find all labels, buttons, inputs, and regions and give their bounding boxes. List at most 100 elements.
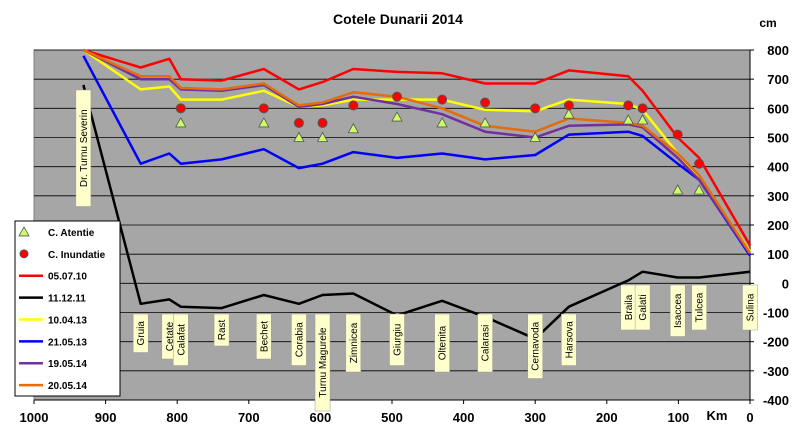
x-tick-label: 600 [310,410,332,425]
atentie-point [175,117,187,128]
legend-item: 11.12.11 [19,294,86,305]
legend-label: 05.07.10 [48,272,87,283]
legend-item: 20.05.14 [19,381,87,392]
inundatie-point [637,103,648,114]
y-axis-label: cm [759,16,776,30]
y-tick-label: 700 [767,72,789,87]
atentie-point [693,184,705,195]
station-label: Braila [620,284,637,331]
station-label-text: Isaccea [673,293,684,328]
atentie-point [563,108,575,119]
station-label-box [477,313,493,373]
legend-circle-icon [19,249,29,259]
inundatie-point [563,100,574,111]
x-tick-label: 100 [668,410,690,425]
legend-label: 20.05.14 [48,381,87,392]
station-label: Zimnicea [345,313,362,373]
station-label: Dr. Turnu Severin [75,89,92,207]
station-label: Corabia [291,313,307,366]
inundatie-point [437,94,448,105]
x-tick-label: 500 [381,410,403,425]
x-tick-label: 400 [453,410,475,425]
station-label: Gruia [132,313,149,353]
station-label: Galati [634,284,651,331]
atentie-point [622,114,634,125]
x-tick-label: 300 [524,410,546,425]
x-tick-label: 900 [95,410,117,425]
y-tick-label: 800 [767,43,789,58]
station-label: Sulina [742,284,758,331]
station-label-box [691,284,707,331]
legend-item: 10.04.13 [19,315,87,326]
station-label-text: Turnu Magurele [318,327,329,398]
atentie-point [436,117,448,128]
station-label-box [213,313,230,347]
chart-title: Cotele Dunarii 2014 [333,11,463,27]
station-label: Bechet [256,313,272,360]
station-label-box [173,313,189,366]
atentie-point [316,131,329,142]
station-label-text: Dr. Turnu Severin [79,109,90,187]
station-label-box [314,313,331,412]
station-label: Calarasi [477,313,493,373]
x-tick-label: 0 [746,410,753,425]
atentie-point [672,184,684,195]
station-label-text: Corabia [294,322,305,357]
atentie-point [391,111,403,122]
legend-label: 11.12.11 [48,294,86,305]
legend-triangle-icon [18,226,30,237]
legend-label: C. Inundatie [48,250,106,261]
inundatie-point [317,117,328,128]
x-tick-label: 200 [596,410,618,425]
station-label: Rast [213,313,230,347]
station-label-text: Galati [638,294,649,320]
station-label-box [634,284,651,331]
series-line-21-05-13 [82,55,752,257]
station-label-box [291,313,307,366]
station-label-box [527,313,543,379]
station-label-box [345,313,362,373]
inundatie-point [530,103,541,114]
inundatie-point [480,97,491,108]
y-tick-label: -200 [763,335,789,350]
x-tick-label: 1000 [20,410,49,425]
legend-item: 21.05.13 [19,337,87,348]
station-label-text: Tulcea [695,292,706,322]
station-label-box [75,89,92,207]
station-label-text: Braila [624,294,635,320]
station-label: Oltenita [434,313,450,373]
atentie-point [258,117,270,128]
station-label-text: Cetate [165,321,176,351]
y-tick-label: 400 [767,160,789,175]
y-tick-label: 0 [782,276,789,291]
legend-box [14,220,121,397]
x-tick-label: 800 [166,410,188,425]
atentie-point [636,114,649,125]
atentie-point [347,122,360,134]
station-label-box [742,284,758,331]
station-label: Turnu Magurele [314,313,331,412]
inundatie-point [293,117,304,128]
station-label-box [434,313,450,373]
legend-item: 19.05.14 [19,359,87,370]
legend-item: 05.07.10 [19,272,87,283]
station-label-text: Sulina [746,293,757,321]
station-label: Harsova [561,313,577,366]
station-label-box [561,313,577,366]
inundatie-point [694,158,705,169]
station-label-text: Giurgiu [393,324,404,356]
station-label-text: Calafat [176,324,187,356]
x-axis-label: Km [707,408,728,423]
y-tick-label: 100 [767,247,789,262]
atentie-point [529,131,541,142]
y-tick-label: 600 [767,101,789,116]
station-label: Isaccea [669,284,686,337]
legend-label: C. Atentie [48,228,95,239]
station-label-text: Oltenita [438,325,449,360]
station-label: Calafat [173,313,189,366]
y-tick-label: -300 [763,364,789,379]
x-tick-label: 700 [238,410,260,425]
legend-label: 10.04.13 [48,315,87,326]
